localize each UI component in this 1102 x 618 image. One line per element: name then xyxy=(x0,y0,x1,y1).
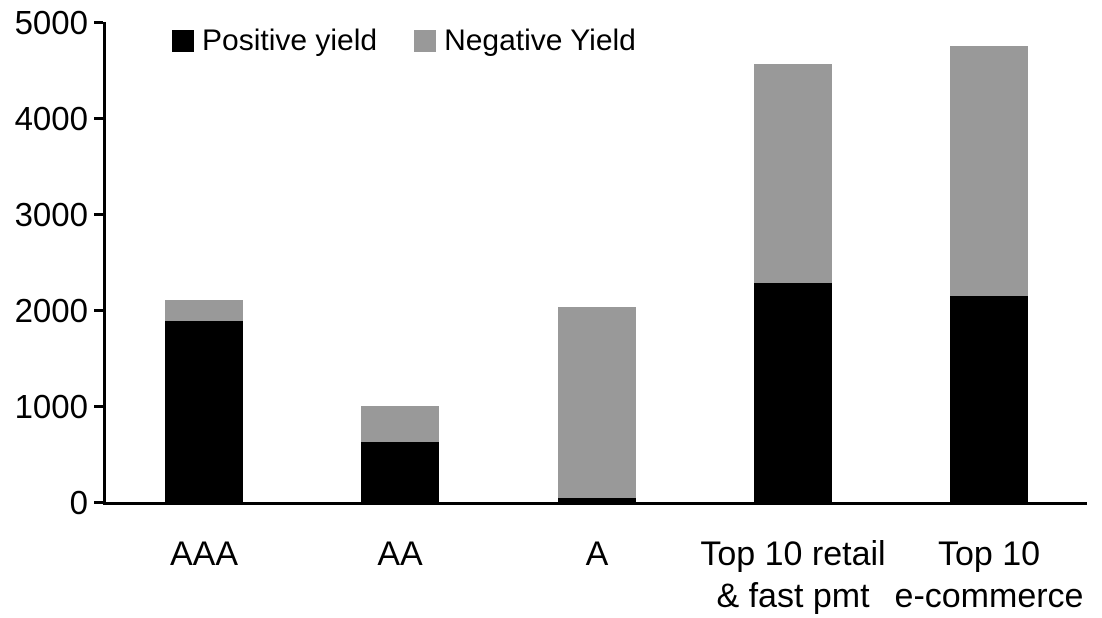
x-category-label: Top 10 retail & fast pmt xyxy=(700,535,886,615)
y-axis-line xyxy=(103,22,106,505)
bar-segment-negative xyxy=(950,46,1028,296)
legend-item-negative-yield: Negative Yield xyxy=(414,24,636,58)
legend-label-negative-yield: Negative Yield xyxy=(444,24,636,57)
legend-item-positive-yield: Positive yield xyxy=(172,24,377,58)
bar-segment-positive xyxy=(558,498,636,502)
legend-label-positive-yield: Positive yield xyxy=(202,24,378,57)
y-tick-label: 3000 xyxy=(14,196,88,233)
bar-segment-positive xyxy=(754,283,832,502)
y-tick-mark xyxy=(94,117,103,120)
x-category-label: AAA xyxy=(169,535,239,573)
y-tick-label: 1000 xyxy=(14,388,88,425)
y-tick-mark xyxy=(94,309,103,312)
bar-segment-negative xyxy=(754,64,832,283)
x-category-label: A xyxy=(585,535,609,573)
x-axis-line xyxy=(103,502,1087,505)
legend-swatch-positive-yield xyxy=(172,30,194,52)
y-tick-mark xyxy=(94,21,103,24)
bar-segment-negative xyxy=(361,406,439,442)
bar-segment-positive xyxy=(950,296,1028,502)
y-tick-mark xyxy=(94,213,103,216)
legend-swatch-negative-yield xyxy=(414,30,437,52)
bar-segment-negative xyxy=(165,300,243,321)
y-tick-label: 4000 xyxy=(14,100,88,137)
x-category-label: AA xyxy=(377,535,423,573)
bar-segment-negative xyxy=(558,307,636,498)
bar-segment-positive xyxy=(361,442,439,502)
y-tick-mark xyxy=(94,501,103,504)
y-tick-label: 2000 xyxy=(14,292,88,329)
bar-segment-positive xyxy=(165,321,243,502)
legend: Positive yield Negative Yield xyxy=(172,24,636,58)
x-category-label: Top 10 e-commerce xyxy=(894,535,1084,615)
y-tick-mark xyxy=(94,405,103,408)
y-tick-label: 5000 xyxy=(14,4,88,41)
y-tick-label: 0 xyxy=(69,484,88,521)
